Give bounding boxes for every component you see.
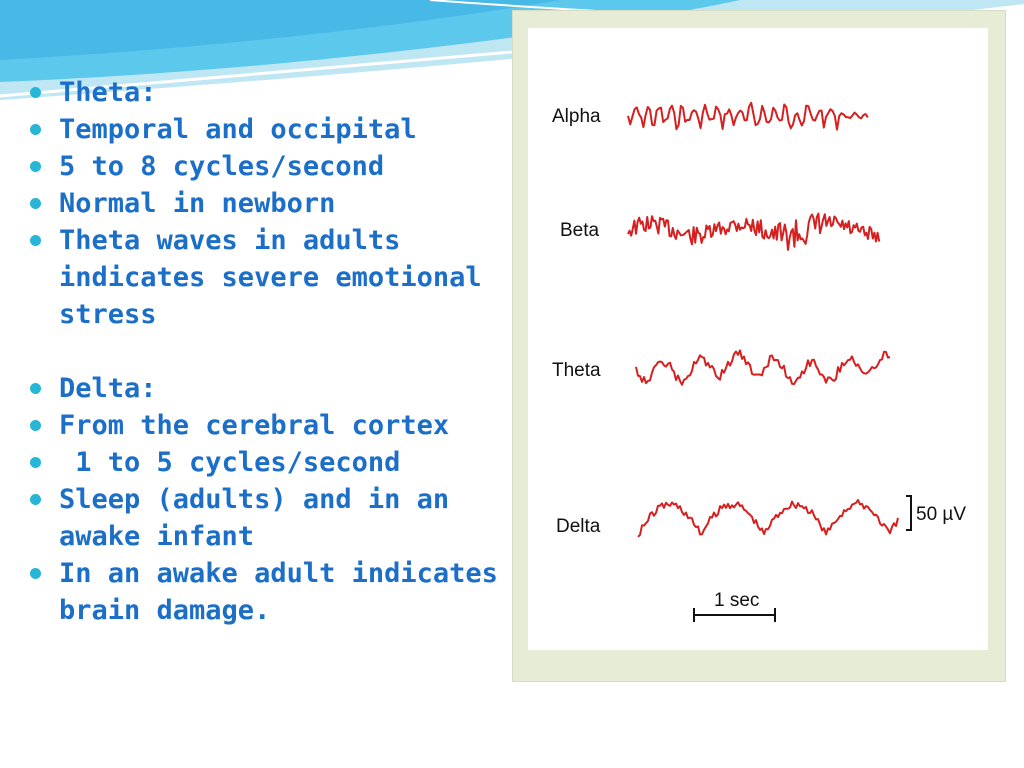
bullet-list: Theta: Temporal and occipital 5 to 8 cycle… [30, 74, 500, 629]
amplitude-scale-bracket [906, 495, 912, 531]
eeg-figure-panel: Alpha Beta Theta Delta 50 µV 1 sec [512, 10, 1006, 682]
time-scale-bar [693, 608, 776, 622]
wave-trace-beta [627, 212, 881, 251]
time-scale-label: 1 sec [714, 590, 759, 611]
bullet-dot-icon [30, 494, 41, 505]
amplitude-scale-label: 50 µV [916, 504, 966, 525]
bullet-text: Normal in newborn [59, 188, 336, 219]
bullet-dot-icon [30, 568, 41, 579]
wave-label-beta: Beta [560, 220, 600, 241]
bullet-dot-icon [30, 161, 41, 172]
bullet-dot-icon [30, 235, 41, 246]
bullet-item: In an awake adult indicates brain damage… [30, 555, 500, 629]
bullet-item: Theta waves in adults indicates severe e… [30, 222, 500, 333]
bullet-dot-icon [30, 198, 41, 209]
bullet-text: From the cerebral cortex [59, 410, 450, 441]
bullet-text: Sleep (adults) and in an awake infant [59, 484, 466, 552]
bullet-text: Temporal and occipital [59, 114, 417, 145]
bullet-item: 5 to 8 cycles/second [30, 148, 500, 185]
bullet-text: Theta waves in adults indicates severe e… [59, 225, 498, 330]
bullet-dot-icon [30, 87, 41, 98]
eeg-waves-chart: Alpha Beta Theta Delta 50 µV 1 sec [552, 101, 966, 622]
bullet-item: 1 to 5 cycles/second [30, 444, 500, 481]
wave-trace-delta [637, 499, 899, 538]
bullet-dot-icon [30, 457, 41, 468]
bullet-dot-icon [30, 383, 41, 394]
bullet-item: Normal in newborn [30, 185, 500, 222]
bullet-text: 5 to 8 cycles/second [59, 151, 385, 182]
wave-trace-theta [635, 349, 891, 386]
bullet-dot-icon [30, 124, 41, 135]
bullet-item: Theta: [30, 74, 500, 111]
bullet-text: In an awake adult indicates brain damage… [59, 558, 515, 626]
wave-trace-alpha [627, 101, 869, 131]
bullet-text: Delta: [59, 373, 157, 404]
bullet-dot-icon [30, 420, 41, 431]
bullet-text: 1 to 5 cycles/second [59, 447, 401, 478]
wave-label-theta: Theta [552, 360, 601, 381]
bullet-item: From the cerebral cortex [30, 407, 500, 444]
bullet-item: Temporal and occipital [30, 111, 500, 148]
bullet-item: Delta: [30, 370, 500, 407]
bullet-text: Theta: [59, 77, 157, 108]
bullet-spacer [30, 333, 500, 370]
eeg-figure: Alpha Beta Theta Delta 50 µV 1 sec [528, 28, 988, 650]
bullet-item: Sleep (adults) and in an awake infant [30, 481, 500, 555]
wave-label-delta: Delta [556, 516, 601, 537]
wave-label-alpha: Alpha [552, 106, 601, 127]
